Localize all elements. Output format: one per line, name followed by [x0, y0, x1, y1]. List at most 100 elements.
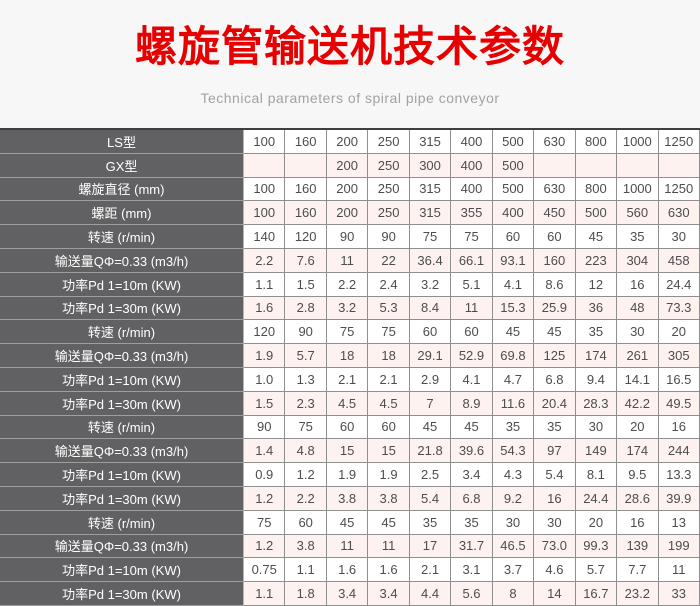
table-row: 功率Pd 1=10m (KW) 0.75 1.1 1.6 1.6 2.1 3.1 3.7 4.6…	[0, 558, 700, 583]
table-row: 输送量QΦ=0.33 (m3/h) 1.9 5.7 18 18 29.1 52.9 69.8 1…	[0, 344, 700, 368]
table-cell: 18	[368, 344, 410, 368]
table-cell: 2.2	[244, 248, 286, 273]
table-cell: 35	[451, 510, 493, 535]
table-cell: 13	[658, 510, 700, 535]
table-cell: 4.5	[368, 391, 410, 416]
table-cell: 1.5	[244, 391, 286, 416]
table-cell: 0.75	[244, 558, 286, 583]
table-cell: 16	[617, 510, 659, 535]
table-cell: 36.4	[409, 248, 452, 273]
table-cell: 261	[617, 344, 659, 368]
table-cell: 11	[326, 534, 369, 559]
table-cell: 1.8	[285, 582, 327, 606]
table-cell: 250	[368, 153, 410, 178]
table-cell: 1.1	[285, 558, 327, 583]
table-cell: 5.7	[285, 344, 327, 368]
table-cell: 9.2	[492, 486, 535, 511]
table-cell: 450	[534, 201, 576, 226]
row-label: 功率Pd 1=30m (KW)	[0, 296, 244, 321]
table-cell: 2.5	[409, 463, 452, 487]
table-cell: 3.8	[368, 486, 410, 511]
table-row: 功率Pd 1=10m (KW) 1.0 1.3 2.1 2.1 2.9 4.1 4.7 6.8 9…	[0, 367, 700, 392]
table-cell: 2.2	[285, 486, 327, 511]
table-row: 功率Pd 1=30m (KW) 1.1 1.8 3.4 3.4 4.4 5.6 8 14 16.7…	[0, 582, 700, 606]
table-cell: 45	[409, 415, 452, 440]
table-cell: 99.3	[575, 534, 618, 559]
table-cell: 97	[534, 439, 576, 464]
table-row: 转速 (r/min) 90 75 60 60 45 45 35 35 30 20 16	[0, 415, 700, 440]
table-cell: 100	[244, 201, 286, 226]
row-label: 螺旋直径 (mm)	[0, 177, 244, 202]
table-cell: 11	[451, 296, 493, 321]
table-cell: 2.8	[285, 296, 327, 321]
row-label: 转速 (r/min)	[0, 320, 244, 345]
row-label: 功率Pd 1=10m (KW)	[0, 558, 244, 583]
table-cell: 17	[409, 534, 452, 559]
table-cell: 800	[575, 177, 618, 202]
table-cell: 42.2	[617, 391, 659, 416]
table-cell: 39.9	[658, 486, 700, 511]
table-cell: 49.5	[658, 391, 700, 416]
table-cell: 560	[617, 201, 659, 226]
table-cell: 60	[285, 510, 327, 535]
table-cell: 9.5	[617, 463, 659, 487]
row-label: 转速 (r/min)	[0, 510, 244, 535]
row-label: 输送量QΦ=0.33 (m3/h)	[0, 248, 244, 273]
table-cell: 400	[451, 177, 493, 202]
table-row: 转速 (r/min) 120 90 75 75 60 60 45 45 35 30 20	[0, 320, 700, 345]
table-cell: 3.8	[326, 486, 369, 511]
table-row: 转速 (r/min) 75 60 45 45 35 35 30 30 20 16 13	[0, 510, 700, 535]
header: 螺旋管输送机技术参数 Technical parameters of spira…	[0, 0, 700, 128]
table-cell: 24.4	[575, 486, 618, 511]
table-cell: 29.1	[409, 344, 452, 368]
table-cell: 1250	[658, 130, 700, 154]
table-cell: 630	[534, 177, 576, 202]
table-cell: 8.1	[575, 463, 618, 487]
table-cell: 0.9	[244, 463, 286, 487]
table-row: 输送量QΦ=0.33 (m3/h) 2.2 7.6 11 22 36.4 66.1 93.1 1…	[0, 248, 700, 273]
table-cell: 4.6	[534, 558, 576, 583]
table-cell: 30	[534, 510, 576, 535]
row-label: 输送量QΦ=0.33 (m3/h)	[0, 439, 244, 464]
table-cell: 75	[326, 320, 369, 345]
table-cell: 90	[285, 320, 327, 345]
table-cell: 20	[617, 415, 659, 440]
table-cell: 1.2	[285, 463, 327, 487]
row-label: 螺距 (mm)	[0, 201, 244, 226]
table-row: 螺距 (mm) 100 160 200 250 315 355 400 450 500 560 630	[0, 201, 700, 226]
table-cell: 8.4	[409, 296, 452, 321]
table-row: 功率Pd 1=10m (KW) 0.9 1.2 1.9 1.9 2.5 3.4 4.3 5.4 8…	[0, 463, 700, 487]
table-cell: 174	[575, 344, 618, 368]
table-cell: 100	[244, 177, 286, 202]
table-cell: 75	[368, 320, 410, 345]
table-cell: 250	[368, 130, 410, 154]
table-cell: 5.4	[534, 463, 576, 487]
table-cell: 2.2	[326, 272, 369, 297]
table-cell: 45	[368, 510, 410, 535]
table-cell: 3.8	[285, 534, 327, 559]
table-cell: 458	[658, 248, 700, 273]
table-cell: 4.1	[451, 367, 493, 392]
table-cell: 3.7	[492, 558, 535, 583]
table-cell: 18	[326, 344, 369, 368]
table-cell: 7.6	[285, 248, 327, 273]
table-cell: 15	[326, 439, 369, 464]
table-cell: 45	[451, 415, 493, 440]
table-cell: 1.2	[244, 486, 286, 511]
table-cell: 1000	[617, 130, 659, 154]
table-cell: 16	[658, 415, 700, 440]
table-cell: 1250	[658, 177, 700, 202]
table-cell: 75	[244, 510, 286, 535]
table-cell: 800	[575, 130, 618, 154]
table-cell: 2.1	[326, 367, 369, 392]
table-cell: 45	[492, 320, 535, 345]
row-label: 输送量QΦ=0.33 (m3/h)	[0, 344, 244, 368]
table-cell	[534, 153, 576, 178]
table-cell: 24.4	[658, 272, 700, 297]
row-label: 功率Pd 1=30m (KW)	[0, 486, 244, 511]
table-cell: 1.5	[285, 272, 327, 297]
table-cell: 16	[534, 486, 576, 511]
table-cell: 250	[368, 201, 410, 226]
table-cell: 630	[658, 201, 700, 226]
